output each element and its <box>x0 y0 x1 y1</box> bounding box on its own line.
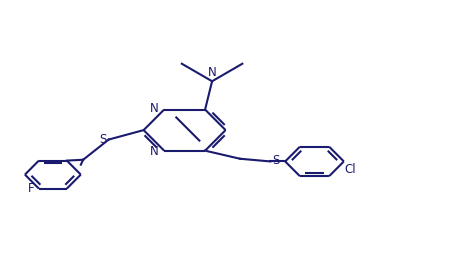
Text: N: N <box>149 145 158 158</box>
Text: N: N <box>149 102 158 115</box>
Text: N: N <box>208 66 217 79</box>
Text: S: S <box>99 133 106 146</box>
Text: S: S <box>273 154 280 167</box>
Text: F: F <box>28 182 34 195</box>
Text: Cl: Cl <box>345 163 356 176</box>
